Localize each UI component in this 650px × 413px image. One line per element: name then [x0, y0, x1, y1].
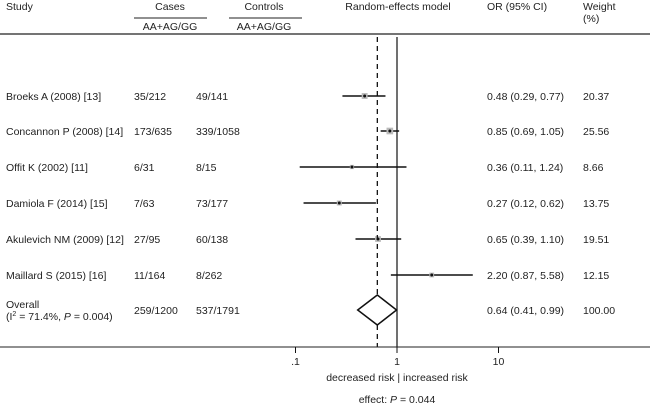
header-cases: Cases [155, 1, 185, 13]
point-estimate [350, 165, 354, 169]
x-axis-label: decreased risk | increased risk [326, 372, 468, 384]
study-row: Broeks A (2008) [13] 35/212 49/141 0.48 (0.… [6, 91, 609, 103]
effect-footer: effect: P = 0.044 [359, 394, 436, 406]
header-weight: Weight [583, 1, 616, 13]
header-model: Random-effects model [345, 1, 450, 13]
header-weight-unit: (%) [583, 13, 599, 25]
or-ci-value: 0.48 (0.29, 0.77) [487, 91, 564, 103]
cases-value: 173/635 [134, 126, 172, 138]
point-estimate [363, 94, 367, 98]
controls-value: 339/1058 [196, 126, 240, 138]
controls-value: 49/141 [196, 91, 228, 103]
cases-value: 11/164 [134, 270, 165, 282]
controls-value: 537/1791 [196, 305, 240, 317]
overall-label: Overall [6, 299, 39, 311]
or-ci-value: 0.36 (0.11, 1.24) [487, 162, 563, 174]
study-name: Concannon P (2008) [14] [6, 126, 123, 138]
header-or: OR (95% CI) [487, 1, 547, 13]
weight-value: 20.37 [583, 91, 609, 103]
or-ci-value: 0.64 (0.41, 0.99) [487, 305, 564, 317]
cases-value: 259/1200 [134, 305, 178, 317]
study-name: Akulevich NM (2009) [12] [6, 234, 124, 246]
header-cases-sub: AA+AG/GG [143, 21, 198, 33]
controls-value: 73/177 [196, 198, 228, 210]
controls-value: 8/262 [196, 270, 222, 282]
x-tick-label: 10 [493, 356, 505, 368]
study-name: Offit K (2002) [11] [6, 162, 88, 174]
overall-diamond [356, 294, 398, 326]
or-ci-value: 0.27 (0.12, 0.62) [487, 198, 564, 210]
header-study: Study [6, 1, 34, 13]
cases-value: 27/95 [134, 234, 160, 246]
x-tick-label: .1 [291, 356, 300, 368]
heterogeneity-text: (I2 = 71.4%, P = 0.004) [6, 311, 113, 323]
x-tick-label: 1 [394, 356, 400, 368]
cases-value: 6/31 [134, 162, 155, 174]
point-estimate [388, 129, 392, 133]
header-controls-sub: AA+AG/GG [237, 21, 292, 33]
controls-value: 60/138 [196, 234, 228, 246]
header-controls: Controls [244, 1, 283, 13]
or-ci-value: 2.20 (0.87, 5.58) [487, 270, 564, 282]
point-estimate [337, 201, 341, 205]
overall-row: Overall(I2 = 71.4%, P = 0.004) 259/1200 53… [6, 299, 615, 323]
or-ci-value: 0.85 (0.69, 1.05) [487, 126, 564, 138]
weight-value: 13.75 [583, 198, 609, 210]
study-name: Damiola F (2014) [15] [6, 198, 108, 210]
cases-value: 35/212 [134, 91, 166, 103]
weight-value: 25.56 [583, 126, 609, 138]
study-row: Maillard S (2015) [16] 11/164 8/262 2.20 (0… [6, 270, 609, 282]
cases-value: 7/63 [134, 198, 155, 210]
study-row: Concannon P (2008) [14] 173/635 339/1058 0.… [6, 126, 609, 138]
weight-value: 12.15 [583, 270, 609, 282]
study-row: Akulevich NM (2009) [12] 27/95 60/138 0.65 … [6, 234, 609, 246]
study-row: Offit K (2002) [11] 6/31 8/15 0.36 (0.11, 1… [6, 162, 604, 174]
weight-value: 100.00 [583, 305, 615, 317]
point-estimate [430, 273, 434, 277]
study-name: Broeks A (2008) [13] [6, 91, 101, 103]
or-ci-value: 0.65 (0.39, 1.10) [487, 234, 564, 246]
weight-value: 19.51 [583, 234, 609, 246]
study-row: Damiola F (2014) [15] 7/63 73/177 0.27 (0.1… [6, 198, 609, 210]
study-name: Maillard S (2015) [16] [6, 270, 106, 282]
weight-value: 8.66 [583, 162, 604, 174]
controls-value: 8/15 [196, 162, 217, 174]
